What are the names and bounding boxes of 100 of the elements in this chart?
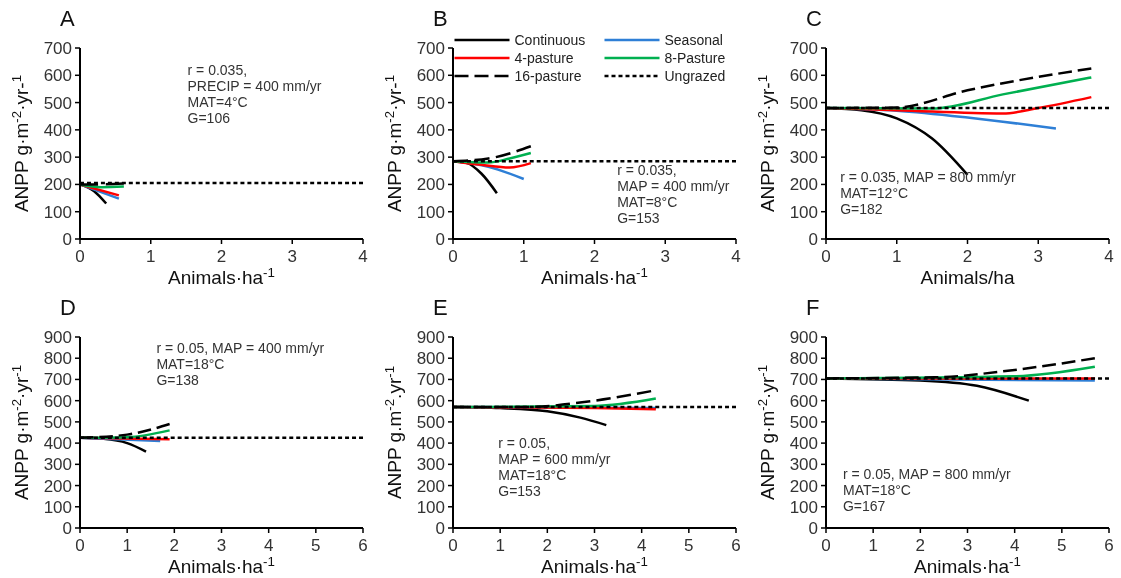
- chart-title: E: [433, 295, 448, 320]
- annotation: r = 0.05, MAP = 800 mm/yr MAT=18°C G=167: [842, 465, 1012, 514]
- chart-title: F: [806, 295, 820, 320]
- y-tick-label: 200: [416, 476, 445, 496]
- x-tick-label: 0: [75, 536, 85, 555]
- legend-label: Seasonal: [664, 32, 723, 48]
- y-tick-label: 600: [43, 391, 72, 411]
- y-tick-label: 600: [416, 391, 445, 411]
- x-tick-label: 1: [892, 247, 902, 266]
- x-tick-label: 3: [287, 247, 297, 266]
- y-tick-label: 300: [43, 148, 72, 168]
- y-tick-label: 0: [435, 230, 445, 249]
- y-tick-label: 0: [62, 230, 72, 249]
- x-tick-label: 1: [495, 536, 505, 555]
- y-tick-label: 100: [789, 202, 818, 222]
- x-tick-label: 1: [519, 247, 529, 266]
- y-tick-label: 300: [789, 148, 818, 168]
- x-tick-label: 0: [448, 536, 458, 555]
- annotation: r = 0.035, MAP = 400 mm/yr MAT=8°C G=153: [617, 161, 730, 226]
- y-tick-label: 700: [789, 39, 818, 58]
- y-tick-label: 900: [789, 328, 818, 347]
- y-tick-label: 600: [789, 66, 818, 86]
- x-tick-label: 3: [962, 536, 973, 555]
- x-tick-label: 2: [542, 536, 553, 555]
- x-tick-label: 0: [821, 247, 831, 266]
- y-tick-label: 200: [43, 476, 72, 496]
- legend-label: 4-pasture: [514, 50, 574, 66]
- x-tick-label: 0: [75, 247, 85, 266]
- chart-title: D: [60, 295, 76, 320]
- x-axis-title: Animals/ha: [920, 267, 1015, 288]
- y-tick-label: 500: [416, 412, 445, 432]
- y-tick-label: 100: [416, 202, 445, 222]
- y-tick-label: 400: [789, 120, 818, 140]
- x-tick-label: 3: [1033, 247, 1043, 266]
- x-tick-label: 3: [589, 536, 600, 555]
- y-tick-label: 0: [808, 519, 818, 538]
- chart-title: A: [60, 6, 75, 31]
- x-tick-label: 6: [358, 536, 368, 555]
- x-tick-label: 2: [169, 536, 180, 555]
- y-tick-label: 500: [789, 93, 818, 113]
- y-tick-label: 300: [416, 148, 445, 168]
- x-tick-label: 4: [731, 247, 741, 266]
- x-axis-title: Animals·ha$^{-1}$: [914, 553, 1021, 577]
- y-tick-label: 100: [43, 497, 72, 517]
- x-tick-label: 5: [311, 536, 321, 555]
- y-tick-label: 400: [416, 434, 445, 454]
- y-tick-label: 700: [43, 39, 72, 58]
- x-tick-label: 3: [660, 247, 670, 266]
- y-tick-label: 400: [416, 120, 445, 140]
- y-tick-label: 100: [789, 497, 818, 517]
- x-tick-label: 4: [636, 536, 647, 555]
- y-tick-label: 400: [789, 434, 818, 454]
- y-tick-label: 900: [43, 328, 72, 347]
- y-tick-label: 500: [43, 412, 72, 432]
- y-tick-label: 100: [43, 202, 72, 222]
- x-tick-label: 4: [1104, 247, 1114, 266]
- y-tick-label: 800: [416, 349, 445, 369]
- annotation: r = 0.05, MAP = 600 mm/yr MAT=18°C G=153: [498, 435, 611, 500]
- x-tick-label: 5: [1057, 536, 1067, 555]
- x-tick-label: 0: [821, 536, 831, 555]
- x-tick-label: 1: [868, 536, 878, 555]
- y-tick-label: 400: [43, 434, 72, 454]
- x-tick-label: 4: [263, 536, 274, 555]
- y-tick-label: 600: [43, 66, 72, 86]
- x-tick-label: 1: [122, 536, 132, 555]
- legend-label: 8-Pasture: [664, 50, 726, 66]
- y-tick-label: 200: [416, 175, 445, 195]
- x-axis-title: Animals·ha$^{-1}$: [168, 264, 275, 288]
- y-tick-label: 700: [416, 39, 445, 58]
- y-tick-label: 700: [416, 370, 445, 390]
- annotation: r = 0.05, MAP = 400 mm/yr MAT=18°C G=138: [156, 339, 325, 388]
- y-tick-label: 0: [62, 519, 72, 538]
- y-tick-label: 0: [435, 519, 445, 538]
- y-tick-label: 300: [416, 455, 445, 475]
- legend-label: 16-pasture: [514, 68, 582, 84]
- y-tick-label: 500: [43, 93, 72, 113]
- x-tick-label: 2: [589, 247, 600, 266]
- x-tick-label: 5: [684, 536, 694, 555]
- y-tick-label: 300: [789, 455, 818, 475]
- y-tick-label: 200: [789, 175, 818, 195]
- x-tick-label: 6: [731, 536, 741, 555]
- legend-label: Ungrazed: [664, 68, 726, 84]
- annotation: r = 0.035, MAP = 800 mm/yr MAT=12°C G=182: [840, 169, 1017, 218]
- legend-label: Continuous: [514, 32, 586, 48]
- y-tick-label: 800: [789, 349, 818, 369]
- x-tick-label: 2: [915, 536, 926, 555]
- y-tick-label: 600: [789, 391, 818, 411]
- y-tick-label: 400: [43, 120, 72, 140]
- chart-title: C: [806, 6, 822, 31]
- x-axis-title: Animals·ha$^{-1}$: [168, 553, 275, 577]
- y-tick-label: 100: [416, 497, 445, 517]
- x-tick-label: 2: [216, 247, 227, 266]
- y-tick-label: 300: [43, 455, 72, 475]
- annotation: r = 0.035, PRECIP = 400 mm/yr MAT=4°C G=106: [187, 62, 322, 127]
- x-axis-title: Animals·ha$^{-1}$: [541, 553, 648, 577]
- x-tick-label: 1: [146, 247, 156, 266]
- y-tick-label: 600: [416, 66, 445, 86]
- y-tick-label: 900: [416, 328, 445, 347]
- x-tick-label: 2: [962, 247, 973, 266]
- y-tick-label: 500: [416, 93, 445, 113]
